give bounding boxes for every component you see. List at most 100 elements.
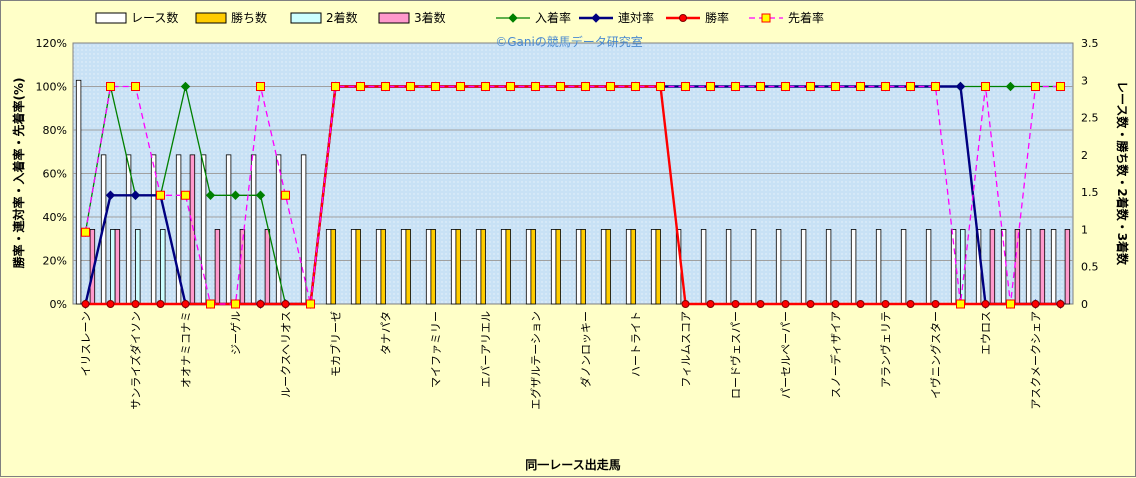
legend-label-勝ち数: 勝ち数: [231, 10, 267, 25]
left-tick-label: 120%: [36, 37, 67, 50]
point-勝率: [181, 300, 190, 308]
legend-marker-入着率: [508, 13, 518, 23]
bar-3着数: [114, 229, 121, 305]
right-tick-label: 2.5: [1081, 112, 1099, 125]
point-先着率: [681, 82, 690, 91]
category-label: イヴニングスター: [929, 311, 943, 399]
point-先着率: [981, 82, 990, 91]
watermark: ©Ganiの競馬データ研究室: [495, 34, 643, 49]
legend-label-先着率: 先着率: [788, 10, 824, 25]
bar-2着数: [160, 229, 166, 305]
point-先着率: [181, 190, 190, 200]
bar-レース数: [875, 229, 882, 305]
bar-勝ち数: [430, 229, 436, 305]
bar-レース数: [900, 229, 907, 305]
point-先着率: [481, 82, 490, 91]
category-label: アランヴェリテ: [879, 311, 893, 388]
bar-3着数: [214, 229, 221, 305]
category-label: ロードヴェスパー: [729, 311, 743, 399]
category-label: ハートライト: [630, 311, 643, 377]
bar-レース数: [525, 229, 532, 305]
legend-label-連対率: 連対率: [618, 10, 654, 25]
point-連対率: [105, 190, 116, 200]
bar-レース数: [825, 229, 832, 305]
point-勝率: [756, 300, 765, 308]
bar-レース数: [125, 154, 132, 305]
legend-swatch-勝ち数: [195, 12, 227, 24]
left-axis-ticks: 0% 20% 40% 60% 80% 100% 120%: [36, 37, 67, 311]
category-label: ジーゲル: [230, 311, 243, 355]
bar-レース数: [1025, 229, 1032, 305]
bar-勝ち数: [530, 229, 536, 305]
point-先着率: [856, 82, 865, 91]
bar-レース数: [625, 229, 632, 305]
point-先着率: [231, 299, 240, 309]
point-先着率: [956, 299, 965, 309]
point-勝率: [681, 300, 690, 308]
point-先着率: [656, 82, 665, 91]
legend-label-入着率: 入着率: [535, 10, 571, 25]
category-label: エグザルテーション: [529, 311, 543, 410]
point-先着率: [731, 82, 740, 91]
point-勝率: [131, 300, 140, 308]
bar-2着数: [110, 229, 116, 305]
point-勝率: [856, 300, 865, 308]
bar-勝ち数: [480, 229, 486, 305]
point-先着率: [556, 82, 565, 91]
point-入着率: [205, 190, 216, 200]
bar-レース数: [150, 154, 157, 305]
point-勝率: [981, 300, 990, 308]
category-label: オオナミコナミ: [180, 311, 193, 388]
point-先着率: [306, 299, 315, 309]
bar-勝ち数: [580, 229, 586, 305]
bar-勝ち数: [630, 229, 636, 305]
point-先着率: [131, 82, 140, 91]
point-勝率: [1031, 300, 1040, 308]
line-先着率: [84, 85, 1061, 305]
point-先着率: [406, 82, 415, 91]
point-入着率: [180, 81, 191, 92]
point-勝率: [906, 300, 915, 308]
point-先着率: [206, 299, 215, 309]
point-入着率: [230, 190, 241, 200]
right-tick-label: 3: [1081, 74, 1088, 87]
bar-レース数: [350, 229, 357, 305]
bar-勝ち数: [655, 229, 661, 305]
category-label: タナパタ: [380, 311, 393, 355]
point-先着率: [256, 82, 265, 91]
legend-label-3着数: 3着数: [414, 10, 446, 25]
legend-marker-連対率: [591, 13, 601, 23]
point-勝率: [831, 300, 840, 308]
point-先着率: [806, 82, 815, 91]
point-先着率: [781, 82, 790, 91]
point-先着率: [156, 190, 165, 200]
category-label: エバーアリエル: [480, 311, 493, 388]
left-tick-label: 80%: [43, 124, 67, 137]
bar-勝ち数: [380, 229, 386, 305]
category-label: ルークスヘリオス: [280, 311, 293, 398]
point-勝率: [281, 300, 290, 308]
legend-marker-先着率: [761, 13, 771, 23]
point-先着率: [506, 82, 515, 91]
bar-レース数: [250, 154, 257, 305]
category-label: イリスレーン: [80, 311, 93, 376]
point-先着率: [706, 82, 715, 91]
marker-layer: [80, 81, 1066, 309]
point-先着率: [606, 82, 615, 91]
point-先着率: [81, 227, 90, 237]
bar-レース数: [750, 229, 757, 305]
category-label: アスクメークシェア: [1030, 311, 1043, 410]
bar-2着数: [135, 229, 141, 305]
point-勝率: [706, 300, 715, 308]
right-tick-label: 2: [1081, 149, 1088, 162]
category-label: ダノンロッキー: [579, 311, 593, 388]
point-先着率: [356, 82, 365, 91]
bar-レース数: [325, 229, 332, 305]
line-layer: [84, 85, 1061, 306]
bar-勝ち数: [505, 229, 511, 305]
category-label: エウロス: [980, 311, 993, 355]
bar-レース数: [925, 229, 932, 305]
point-勝率: [1056, 300, 1065, 308]
bar-3着数: [1064, 229, 1071, 305]
